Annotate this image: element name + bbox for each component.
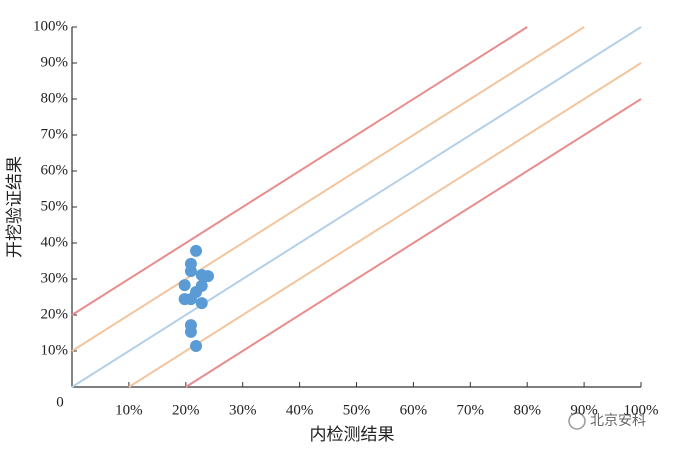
- reference-line: [71, 26, 642, 388]
- y-tick-label: 50%: [41, 198, 69, 214]
- y-tick-label: 40%: [41, 234, 69, 250]
- data-point: [184, 325, 197, 338]
- x-tick-label: 30%: [229, 402, 257, 418]
- watermark-text: 北京安科: [590, 413, 646, 429]
- data-point: [190, 339, 203, 352]
- x-tick-label: 100%: [624, 402, 659, 418]
- y-tick-label: 70%: [41, 126, 69, 142]
- data-point: [195, 297, 208, 310]
- reference-line: [71, 26, 585, 352]
- x-tick-label: 80%: [513, 402, 541, 418]
- reference-line: [185, 98, 642, 388]
- x-tick-label: 60%: [400, 402, 428, 418]
- data-point: [201, 270, 214, 283]
- x-tick-label: 50%: [343, 402, 371, 418]
- y-tick-label: 80%: [41, 90, 69, 106]
- y-tick-label: 10%: [41, 342, 69, 358]
- data-point: [184, 293, 197, 306]
- x-tick-label: 0: [56, 394, 64, 410]
- y-tick-label: 30%: [41, 270, 69, 286]
- x-axis-label: 内检测结果: [310, 425, 395, 444]
- watermark: 北京安科: [568, 412, 646, 430]
- data-point: [184, 265, 197, 278]
- data-point: [190, 244, 203, 257]
- y-tick-label: 60%: [41, 162, 69, 178]
- y-tick-label: 100%: [33, 18, 68, 34]
- watermark-icon: [568, 412, 586, 430]
- y-tick-label: 90%: [41, 54, 69, 70]
- x-tick-label: 70%: [457, 402, 485, 418]
- y-axis-label: 开挖验证结果: [5, 156, 24, 258]
- reference-line: [71, 26, 528, 316]
- reference-line: [128, 62, 642, 388]
- x-tick-label: 10%: [115, 402, 143, 418]
- x-tick-label: 40%: [286, 402, 314, 418]
- data-point: [178, 279, 191, 292]
- x-tick-label: 20%: [172, 402, 200, 418]
- x-tick-label: 90%: [570, 402, 598, 418]
- y-tick-label: 20%: [41, 306, 69, 322]
